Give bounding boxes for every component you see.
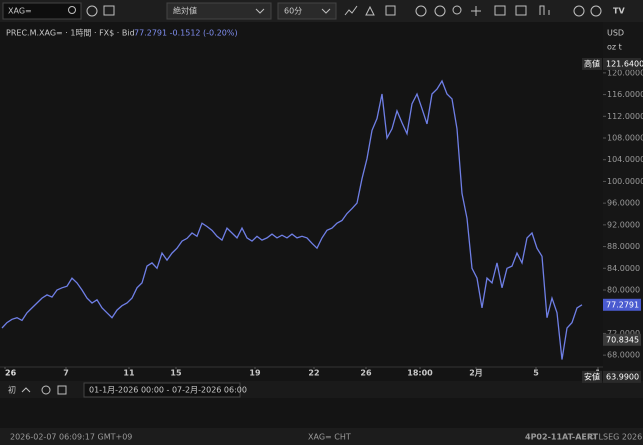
- price-label: 63.9900: [606, 372, 639, 381]
- x-tick-label: 26: [5, 369, 17, 378]
- price-name-box: [582, 370, 602, 383]
- info-tool[interactable]: [434, 5, 446, 17]
- price-name-box: [582, 57, 602, 70]
- range-text: 01-1月-2026 00:00 - 07-2月-2026 06:00: [89, 386, 247, 395]
- y-tick-label: 100.0000: [607, 177, 643, 186]
- tool-icons: TV: [344, 5, 625, 17]
- range-box[interactable]: [83, 382, 241, 398]
- price-label: 70.8345: [606, 335, 639, 344]
- y-tick-label: 108.0000: [607, 134, 643, 143]
- currency-label: USD: [607, 29, 624, 38]
- interval-select[interactable]: [277, 2, 337, 20]
- y-tick-label: 68.0000: [607, 351, 640, 360]
- compare-tool[interactable]: [385, 5, 396, 16]
- x-tick-label: 11: [123, 369, 135, 378]
- study-tool[interactable]: [539, 5, 550, 15]
- status-time: 2026-02-07 06:09:17 GMT+09: [10, 433, 132, 442]
- first-button[interactable]: 初: [8, 385, 16, 395]
- add-button[interactable]: [86, 5, 98, 17]
- price-label-box: [603, 57, 641, 70]
- toggle-button[interactable]: [57, 385, 67, 395]
- interval-text: 60分: [284, 7, 302, 16]
- unit-label: oz t: [607, 43, 622, 52]
- price-label: 77.2791: [606, 300, 639, 309]
- instrument-label: PREC.M.XAG= · 1時間 · FX$ · Bid: [6, 29, 135, 38]
- status-copyright: © LSEG 2026: [588, 433, 642, 442]
- price-line: [1, 79, 583, 360]
- tv-logo: TV: [613, 7, 625, 16]
- y-tick-label: 120.0000: [607, 68, 643, 77]
- crosshair-tool[interactable]: [471, 6, 481, 16]
- x-tick-label: 18:00: [407, 369, 433, 378]
- price-label-box: [603, 298, 641, 311]
- y-tick-label: 116.0000: [607, 90, 643, 99]
- mode-select[interactable]: [166, 2, 272, 20]
- x-tick-label: 7: [63, 369, 69, 378]
- price-label-box: [603, 333, 641, 346]
- y-tick-label: 112.0000: [607, 112, 643, 121]
- folder-button[interactable]: [103, 5, 115, 16]
- reset-button[interactable]: [41, 385, 51, 395]
- price-name: 高値: [584, 58, 600, 68]
- status-id: 4P02-11AT-AERT: [525, 433, 599, 442]
- x-tick-label: 22: [308, 369, 319, 378]
- y-tick-label: 92.0000: [607, 220, 640, 229]
- dropdown-arrow: [321, 8, 331, 14]
- price-label-box: [603, 370, 641, 383]
- y-axis-area: [603, 22, 643, 380]
- y-tick-label: 84.0000: [607, 264, 640, 273]
- y-tick-label: 104.0000: [607, 155, 643, 164]
- price-label: 121.6400: [606, 59, 643, 68]
- y-tick-label: 88.0000: [607, 242, 640, 251]
- y-tick-label: 96.0000: [607, 199, 640, 208]
- settings-button[interactable]: [573, 5, 585, 17]
- y-tick-label: 80.0000: [607, 286, 640, 295]
- x-tick-label: 15: [170, 369, 182, 378]
- news-tool[interactable]: [515, 5, 527, 16]
- draw-tool[interactable]: [365, 5, 375, 16]
- search-text: XAG=: [8, 7, 32, 16]
- search-icon: [68, 6, 76, 14]
- x-tick-label: 5: [533, 369, 539, 378]
- price-name: 安値: [584, 371, 600, 381]
- search-box[interactable]: [2, 2, 82, 20]
- status-bar: [0, 428, 643, 445]
- line-tool[interactable]: [344, 5, 358, 16]
- x-tick-label: 19: [249, 369, 261, 378]
- status-ric: XAG= CHT: [308, 433, 351, 442]
- currency-tool[interactable]: [415, 5, 427, 17]
- dropdown-arrow: [255, 8, 265, 14]
- mode-text: 絶対値: [173, 6, 197, 16]
- x-tick-label: 26: [360, 369, 372, 378]
- zoom-tool[interactable]: [452, 5, 462, 15]
- y-tick-label: 72.0000: [607, 329, 640, 338]
- print-button[interactable]: [590, 5, 602, 17]
- quote-label: 77.2791 -0.1512 (-0.20%): [134, 29, 238, 38]
- calendar-tool[interactable]: [494, 5, 506, 16]
- up-button[interactable]: [21, 387, 31, 393]
- x-tick-label: 2月: [469, 369, 483, 378]
